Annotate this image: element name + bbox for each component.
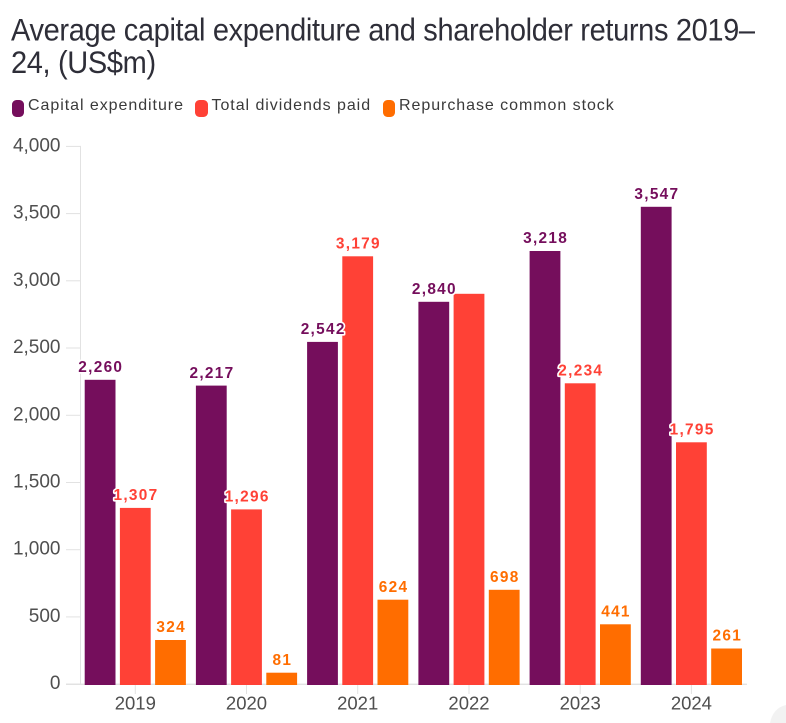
svg-text:2024: 2024 <box>671 693 712 714</box>
svg-text:2022: 2022 <box>448 693 489 714</box>
svg-text:3,547: 3,547 <box>634 186 679 203</box>
svg-text:1,500: 1,500 <box>13 472 61 493</box>
svg-text:1,296: 1,296 <box>225 489 270 506</box>
svg-text:2,217: 2,217 <box>189 365 234 382</box>
svg-text:2,234: 2,234 <box>558 363 603 380</box>
svg-text:698: 698 <box>490 569 520 586</box>
svg-text:2,000: 2,000 <box>13 404 61 425</box>
svg-text:1,000: 1,000 <box>13 539 61 560</box>
svg-text:2023: 2023 <box>560 693 601 714</box>
svg-text:624: 624 <box>379 579 409 596</box>
svg-text:3,179: 3,179 <box>336 236 381 253</box>
svg-text:1,307: 1,307 <box>113 487 158 504</box>
svg-text:2,840: 2,840 <box>412 281 457 298</box>
svg-text:2,542: 2,542 <box>301 321 346 338</box>
svg-text:4,000: 4,000 <box>13 135 61 156</box>
svg-text:0: 0 <box>50 673 61 694</box>
svg-text:2021: 2021 <box>337 693 378 714</box>
svg-text:3,500: 3,500 <box>13 203 61 224</box>
svg-text:500: 500 <box>29 606 61 627</box>
svg-text:81: 81 <box>273 652 293 669</box>
svg-text:324: 324 <box>156 619 186 636</box>
svg-text:2,260: 2,260 <box>78 359 123 376</box>
svg-text:3,218: 3,218 <box>523 230 568 247</box>
svg-text:2019: 2019 <box>115 693 156 714</box>
svg-text:3,000: 3,000 <box>13 270 61 291</box>
svg-text:2020: 2020 <box>226 693 267 714</box>
svg-text:261: 261 <box>713 628 743 645</box>
svg-text:441: 441 <box>601 604 631 621</box>
svg-text:1,795: 1,795 <box>670 422 715 439</box>
svg-text:2,500: 2,500 <box>13 337 61 358</box>
